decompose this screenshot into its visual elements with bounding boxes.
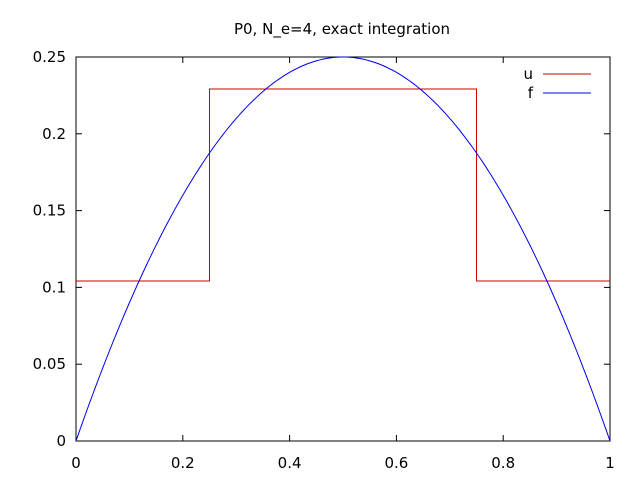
legend-label-f: f: [528, 84, 534, 102]
x-tick-label: 0.8: [491, 454, 515, 472]
y-tick-label: 0.15: [33, 202, 66, 220]
x-tick-label: 0.2: [171, 454, 195, 472]
series-layer: [75, 56, 611, 442]
chart-title: P0, N_e=4, exact integration: [234, 20, 450, 39]
y-tick-label: 0.2: [42, 125, 66, 143]
plot-area: [75, 56, 611, 442]
legend-label-u: u: [523, 65, 533, 83]
x-tick-label: 0.4: [278, 454, 302, 472]
series-line-f: [75, 56, 611, 442]
y-tick-label: 0.1: [42, 278, 66, 296]
y-tick-label: 0: [56, 432, 66, 450]
x-axis-ticks: 0 0.2 0.4 0.6 0.8 1: [71, 57, 615, 472]
plot-frame: [75, 56, 611, 442]
legend: uf: [523, 65, 591, 102]
x-tick-label: 0: [71, 454, 81, 472]
series-line-u: [76, 88, 610, 282]
y-tick-label: 0.05: [33, 355, 66, 373]
x-tick-label: 1: [605, 454, 615, 472]
x-tick-label: 0.6: [384, 454, 408, 472]
y-tick-label: 0.25: [33, 48, 66, 66]
y-axis-ticks: 0 0.05 0.1 0.15 0.2 0.25: [33, 48, 610, 450]
